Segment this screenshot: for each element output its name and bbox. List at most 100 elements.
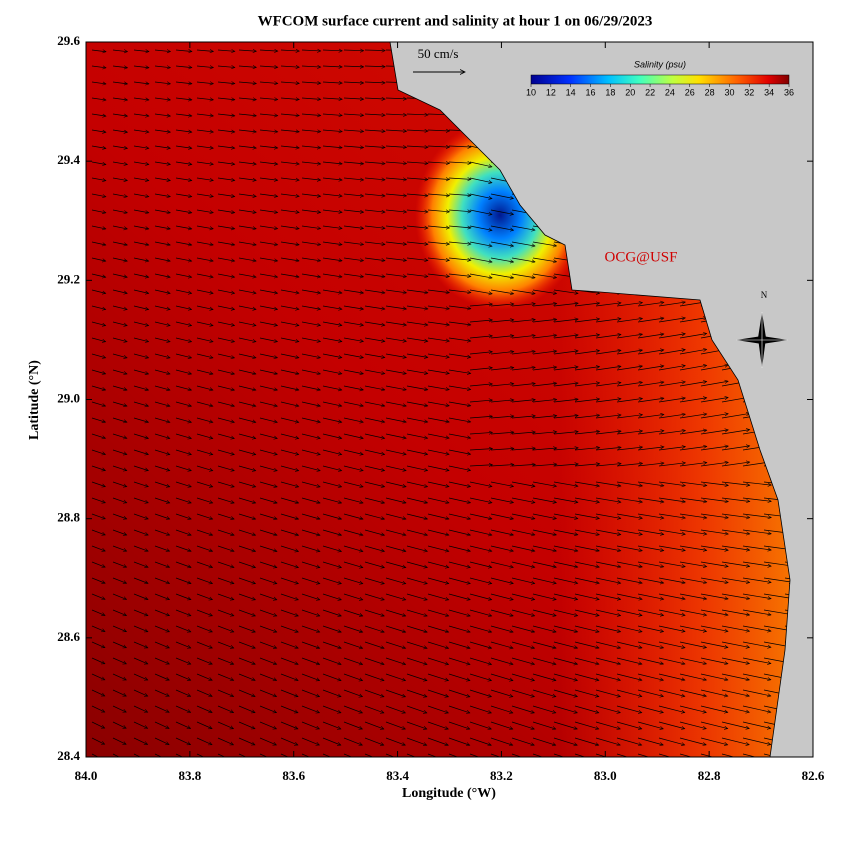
current-vector <box>301 417 320 422</box>
current-vector <box>469 304 492 306</box>
current-vector <box>154 241 170 245</box>
current-vector <box>280 289 299 293</box>
current-vector <box>343 449 363 455</box>
current-vector <box>217 481 234 487</box>
colorbar-label: Salinity (psu) <box>634 59 686 69</box>
current-vector <box>448 577 470 584</box>
current-vector <box>133 433 148 438</box>
current-vector <box>112 609 127 616</box>
current-vector <box>280 337 299 342</box>
current-vector <box>658 561 685 567</box>
current-vector <box>490 193 513 198</box>
current-vector <box>280 529 299 535</box>
current-vector <box>532 529 556 535</box>
current-vector <box>448 305 471 309</box>
current-vector <box>175 449 191 455</box>
current-vector <box>133 161 149 164</box>
current-vector <box>364 225 385 228</box>
current-vector <box>511 257 535 262</box>
x-axis-label: Longitude (°W) <box>402 786 496 801</box>
current-vector <box>322 66 342 67</box>
current-vector <box>175 561 191 567</box>
current-vector <box>511 400 535 403</box>
current-vector <box>427 577 449 584</box>
current-vector <box>301 513 320 519</box>
current-vector <box>469 545 492 551</box>
current-vector <box>217 561 234 567</box>
current-vector <box>364 209 385 212</box>
current-vector <box>175 82 192 84</box>
current-vector <box>448 465 471 470</box>
current-vector <box>700 593 728 599</box>
current-vector <box>427 561 449 567</box>
current-vector <box>238 145 256 148</box>
current-vector <box>238 545 256 551</box>
current-vector <box>91 321 106 326</box>
current-vector <box>175 529 191 535</box>
current-vector <box>406 465 428 471</box>
current-vector <box>658 398 685 403</box>
current-vector <box>280 481 299 487</box>
colorbar-tick-label: 10 <box>526 87 536 97</box>
current-vector <box>133 50 149 52</box>
current-vector <box>301 481 320 487</box>
current-vector <box>91 273 106 277</box>
current-vector <box>742 481 771 485</box>
current-vector <box>301 66 321 67</box>
current-vector <box>385 417 406 422</box>
current-vector <box>553 367 578 371</box>
current-vector <box>133 609 148 616</box>
current-vector <box>112 66 127 68</box>
current-vector <box>616 577 642 583</box>
current-vector <box>427 257 449 260</box>
current-vector <box>511 320 535 323</box>
current-vector <box>112 337 127 342</box>
current-vector <box>259 66 278 67</box>
current-vector <box>259 433 277 438</box>
current-vector <box>322 353 342 358</box>
current-vector <box>469 177 492 183</box>
current-vector <box>469 497 492 503</box>
current-vector <box>112 321 127 326</box>
current-vector <box>532 464 557 466</box>
current-vector <box>112 513 127 519</box>
current-vector <box>406 417 428 422</box>
current-vector <box>532 319 557 323</box>
current-vector <box>280 241 299 245</box>
current-vector <box>91 545 105 551</box>
current-vector <box>301 353 320 358</box>
current-vector <box>490 368 514 371</box>
current-vector <box>112 129 127 132</box>
current-vector <box>112 577 127 583</box>
current-vector <box>112 497 127 503</box>
current-vector <box>301 401 320 406</box>
current-vector <box>490 400 514 403</box>
current-vector <box>574 561 599 567</box>
current-vector <box>448 385 471 390</box>
current-vector <box>133 545 148 551</box>
x-tick-label: 83.6 <box>282 768 305 783</box>
current-vector <box>511 383 535 387</box>
current-vector <box>616 545 642 551</box>
current-vector <box>238 321 256 326</box>
current-vector <box>196 193 213 197</box>
current-vector <box>91 465 105 471</box>
current-vector <box>490 545 513 551</box>
current-vector <box>532 448 557 451</box>
current-vector <box>133 465 148 471</box>
y-tick-label: 29.2 <box>57 271 80 286</box>
current-vector <box>763 593 790 599</box>
current-vector <box>91 241 106 245</box>
current-vector <box>427 353 449 357</box>
current-vector <box>364 289 385 293</box>
current-vector <box>259 241 278 245</box>
current-vector <box>406 178 428 180</box>
current-vector <box>595 529 621 535</box>
current-vector <box>532 273 557 278</box>
current-vector <box>301 162 321 164</box>
current-vector <box>364 561 384 568</box>
current-vector <box>427 593 449 600</box>
colorbar-tick-label: 18 <box>605 87 615 97</box>
current-vector <box>112 209 127 213</box>
current-vector <box>553 399 578 403</box>
